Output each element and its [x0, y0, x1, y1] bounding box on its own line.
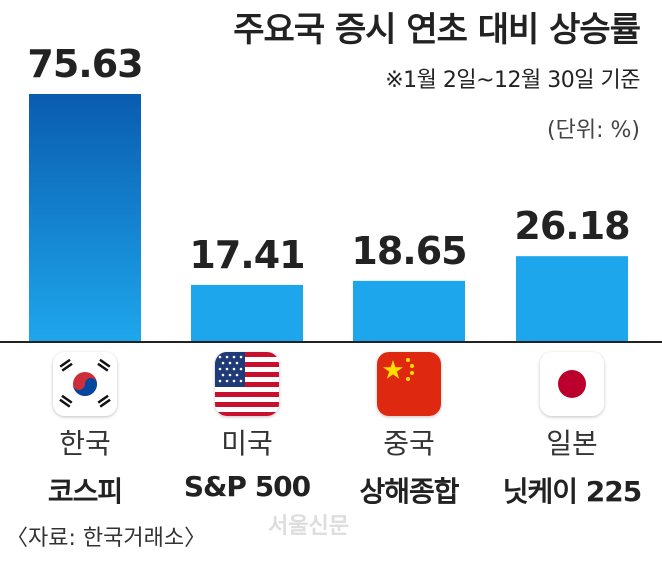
- korea-flag-icon: [53, 352, 117, 416]
- country-label-korea: 한국: [59, 427, 111, 460]
- bar-sp500: [191, 284, 303, 342]
- chart-title: 주요국 증시 연초 대비 상승률: [233, 10, 641, 50]
- country-label-japan: 일본: [546, 427, 598, 460]
- japan-flag-icon: [540, 352, 604, 416]
- category-label-shanghai: 상해종합: [359, 475, 459, 508]
- china-flag-icon: [377, 352, 441, 416]
- value-label-shanghai: 18.65: [351, 228, 467, 273]
- bar-nikkei: [516, 256, 628, 342]
- chart-unit-label: (단위: %): [547, 118, 640, 143]
- usa-flag-icon: [215, 352, 279, 416]
- value-label-nikkei: 26.18: [514, 204, 630, 249]
- country-label-usa: 미국: [221, 427, 273, 460]
- country-label-china: 중국: [383, 427, 435, 460]
- value-label-sp500: 17.41: [189, 232, 305, 277]
- bar-shanghai: [353, 280, 465, 342]
- category-label-sp500: S&P 500: [183, 470, 311, 503]
- watermark-logo: 서울신문: [268, 514, 349, 539]
- bar-kospi: [29, 94, 141, 342]
- category-label-kospi: 코스피: [47, 475, 123, 508]
- source-note: 〈자료: 한국거래소〉: [6, 526, 207, 551]
- value-label-kospi: 75.63: [27, 42, 143, 86]
- chart-subtitle: ※1월 2일~12월 30일 기준: [385, 68, 640, 93]
- category-label-nikkei: 닛케이 225: [502, 475, 642, 508]
